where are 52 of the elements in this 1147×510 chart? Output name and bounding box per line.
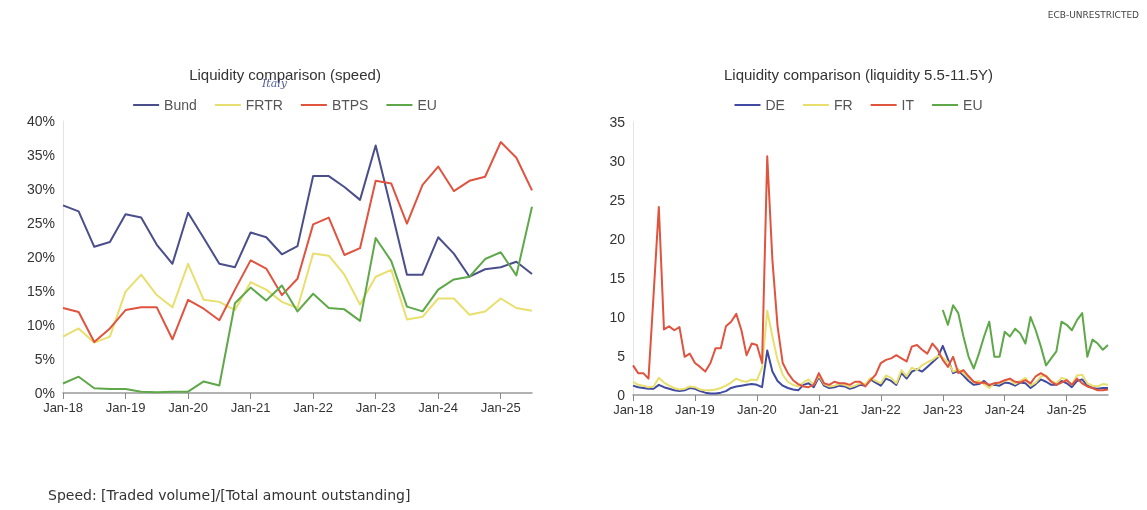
y-tick-label: 20% xyxy=(26,249,55,265)
x-tick-label: Jan-22 xyxy=(860,402,901,417)
x-tick-label: Jan-23 xyxy=(922,402,963,417)
x-tick-label: Jan-18 xyxy=(43,400,83,415)
y-tick-label: 35 xyxy=(609,114,626,130)
x-tick-label: Jan-25 xyxy=(480,400,521,415)
x-tick-label: Jan-24 xyxy=(984,402,1025,417)
legend-label: FR xyxy=(833,97,853,113)
x-tick-label: Jan-21 xyxy=(230,400,271,415)
legend-label: IT xyxy=(901,97,915,113)
line-series xyxy=(632,344,1109,395)
text: ECB-UNRESTRICTED xyxy=(1047,10,1139,20)
x-tick-label: Jan-24 xyxy=(418,400,459,415)
legend-label: FRTR xyxy=(245,97,283,113)
line-series xyxy=(62,141,533,343)
line-series xyxy=(62,205,533,394)
legend-label: EU xyxy=(963,97,983,113)
chart-title: Liquidity comparison (liquidity 5.5-11.5Y) xyxy=(723,66,994,83)
y-tick-label: 0 xyxy=(617,387,626,403)
y-tick-label: 35% xyxy=(26,147,55,163)
line-series xyxy=(62,144,533,278)
y-tick-label: 40% xyxy=(26,113,55,129)
y-tick-label: 10% xyxy=(26,317,55,333)
y-tick-label: 25 xyxy=(609,192,626,208)
y-tick-label: 10 xyxy=(609,309,626,325)
line-series xyxy=(62,252,533,344)
legend-label: Bund xyxy=(164,97,197,113)
y-tick-label: 15% xyxy=(26,283,55,299)
x-tick-label: Jan-19 xyxy=(675,402,715,417)
legend-label: DE xyxy=(765,97,785,113)
x-tick-label: Jan-19 xyxy=(105,400,146,415)
x-tick-label: Jan-21 xyxy=(798,402,839,417)
x-tick-label: Jan-18 xyxy=(613,402,653,417)
y-tick-label: 20 xyxy=(609,231,626,247)
y-tick-label: 25% xyxy=(26,215,55,231)
x-tick-label: Jan-23 xyxy=(355,400,396,415)
y-tick-label: 0% xyxy=(34,385,55,401)
x-tick-label: Jan-22 xyxy=(293,400,334,415)
x-tick-label: Jan-20 xyxy=(737,402,777,417)
line-series xyxy=(632,155,1109,392)
legend-label: EU xyxy=(417,97,437,113)
line-series xyxy=(941,304,1109,370)
y-tick-label: 15 xyxy=(609,270,626,286)
y-tick-label: 5 xyxy=(617,348,626,364)
x-tick-label: Jan-25 xyxy=(1046,402,1087,417)
y-tick-label: 5% xyxy=(34,351,55,367)
legend-label: BTPS xyxy=(331,97,369,113)
x-tick-label: Jan-20 xyxy=(168,400,208,415)
y-tick-label: 30% xyxy=(26,181,55,197)
y-tick-label: 30 xyxy=(609,153,626,169)
text: Speed: [Traded volume]/[Total amount outstanding] xyxy=(48,487,411,503)
line-series xyxy=(632,309,1109,392)
